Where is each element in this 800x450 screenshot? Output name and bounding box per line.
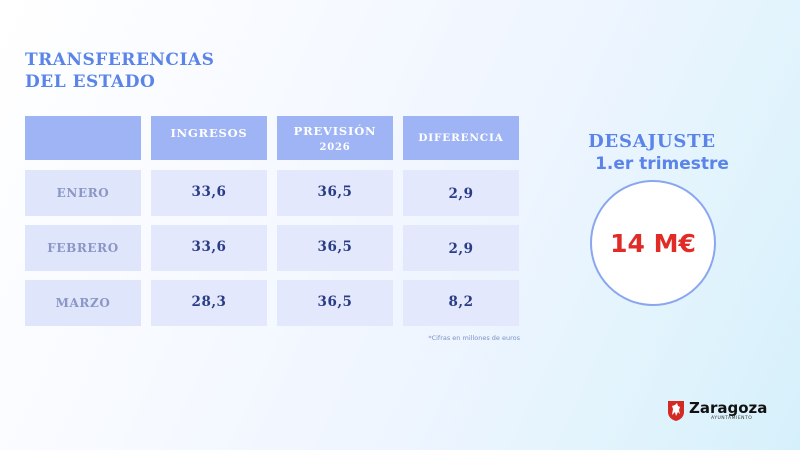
header-sublabel: 2026 [319, 142, 351, 153]
zaragoza-logo: Zaragoza AYUNTAMIENTO [667, 400, 767, 422]
cell-ingresos-enero: 33,6 [151, 170, 267, 216]
lion-shield-icon [667, 400, 685, 422]
desajuste-heading: DESAJUSTE 1.er trimestre [572, 131, 732, 175]
header-label: INGRESOS [170, 126, 248, 140]
cell-diferencia-enero: 2,9 [403, 170, 519, 216]
header-label: PREVISIÓN [293, 124, 377, 138]
cell-prevision-enero: 36,5 [277, 170, 393, 216]
cell-ingresos-febrero: 33,6 [151, 225, 267, 271]
table-header-prevision: PREVISIÓN 2026 [277, 116, 393, 160]
row-label-marzo: MARZO [25, 280, 141, 326]
cell-ingresos-marzo: 28,3 [151, 280, 267, 326]
desajuste-period: 1.er trimestre [595, 154, 729, 174]
row-label-febrero: FEBRERO [25, 225, 141, 271]
desajuste-value: 14 M€ [610, 228, 696, 258]
cell-prevision-febrero: 36,5 [277, 225, 393, 271]
table-header-ingresos: INGRESOS [151, 116, 267, 160]
title-line-1: TRANSFERENCIAS [25, 50, 215, 70]
desajuste-value-circle: 14 M€ [590, 180, 716, 306]
table-footnote: *Cifras en millones de euros [428, 334, 520, 342]
row-label-enero: ENERO [25, 170, 141, 216]
cell-diferencia-marzo: 8,2 [403, 280, 519, 326]
cell-prevision-marzo: 36,5 [277, 280, 393, 326]
title-line-2: DEL ESTADO [25, 72, 156, 92]
table-header-diferencia: DIFERENCIA [403, 116, 519, 160]
table-header-empty [25, 116, 141, 160]
desajuste-label: DESAJUSTE [588, 131, 716, 152]
logo-name: Zaragoza [689, 399, 768, 417]
page-title: TRANSFERENCIAS DEL ESTADO [25, 49, 214, 93]
logo-subtitle: AYUNTAMIENTO [711, 416, 753, 421]
header-label: DIFERENCIA [418, 132, 504, 144]
cell-diferencia-febrero: 2,9 [403, 225, 519, 271]
